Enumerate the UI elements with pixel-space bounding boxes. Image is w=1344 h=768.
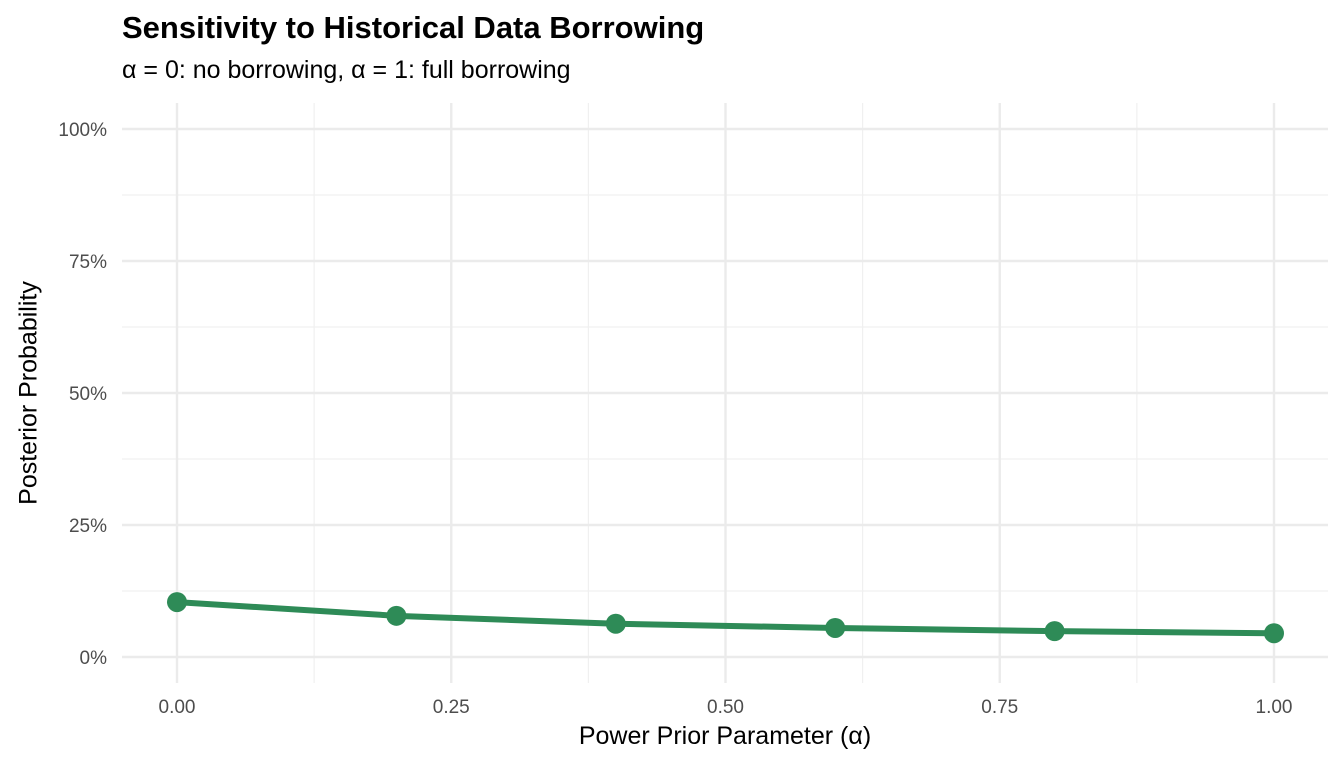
data-point	[1264, 623, 1284, 644]
x-tick-label: 0.75	[981, 697, 1018, 718]
x-axis-ticks: 0.00 0.25 0.50 0.75 1.00	[159, 697, 1293, 718]
x-tick-label: 1.00	[1256, 697, 1293, 718]
series-line	[174, 599, 1277, 637]
data-point	[386, 605, 407, 626]
y-axis-ticks: 0% 25% 50% 75% 100%	[58, 120, 107, 669]
data-point	[1044, 621, 1065, 642]
y-tick-label: 0%	[80, 648, 108, 669]
x-tick-label: 0.25	[433, 697, 470, 718]
data-point	[167, 592, 187, 613]
y-tick-label: 50%	[69, 384, 107, 405]
x-tick-label: 0.50	[707, 697, 744, 718]
x-axis-label: Power Prior Parameter (α)	[578, 722, 872, 750]
chart-title: Sensitivity to Historical Data Borrowing	[122, 10, 705, 45]
chart-subtitle: α = 0: no borrowing, α = 1: full borrowi…	[122, 56, 571, 84]
data-point	[605, 613, 626, 634]
major-gridlines	[122, 103, 1328, 683]
data-series	[167, 592, 1284, 644]
y-tick-label: 75%	[69, 252, 107, 273]
data-point	[825, 617, 846, 638]
y-tick-label: 25%	[69, 516, 107, 537]
y-tick-label: 100%	[58, 120, 107, 141]
x-tick-label: 0.00	[159, 697, 196, 718]
